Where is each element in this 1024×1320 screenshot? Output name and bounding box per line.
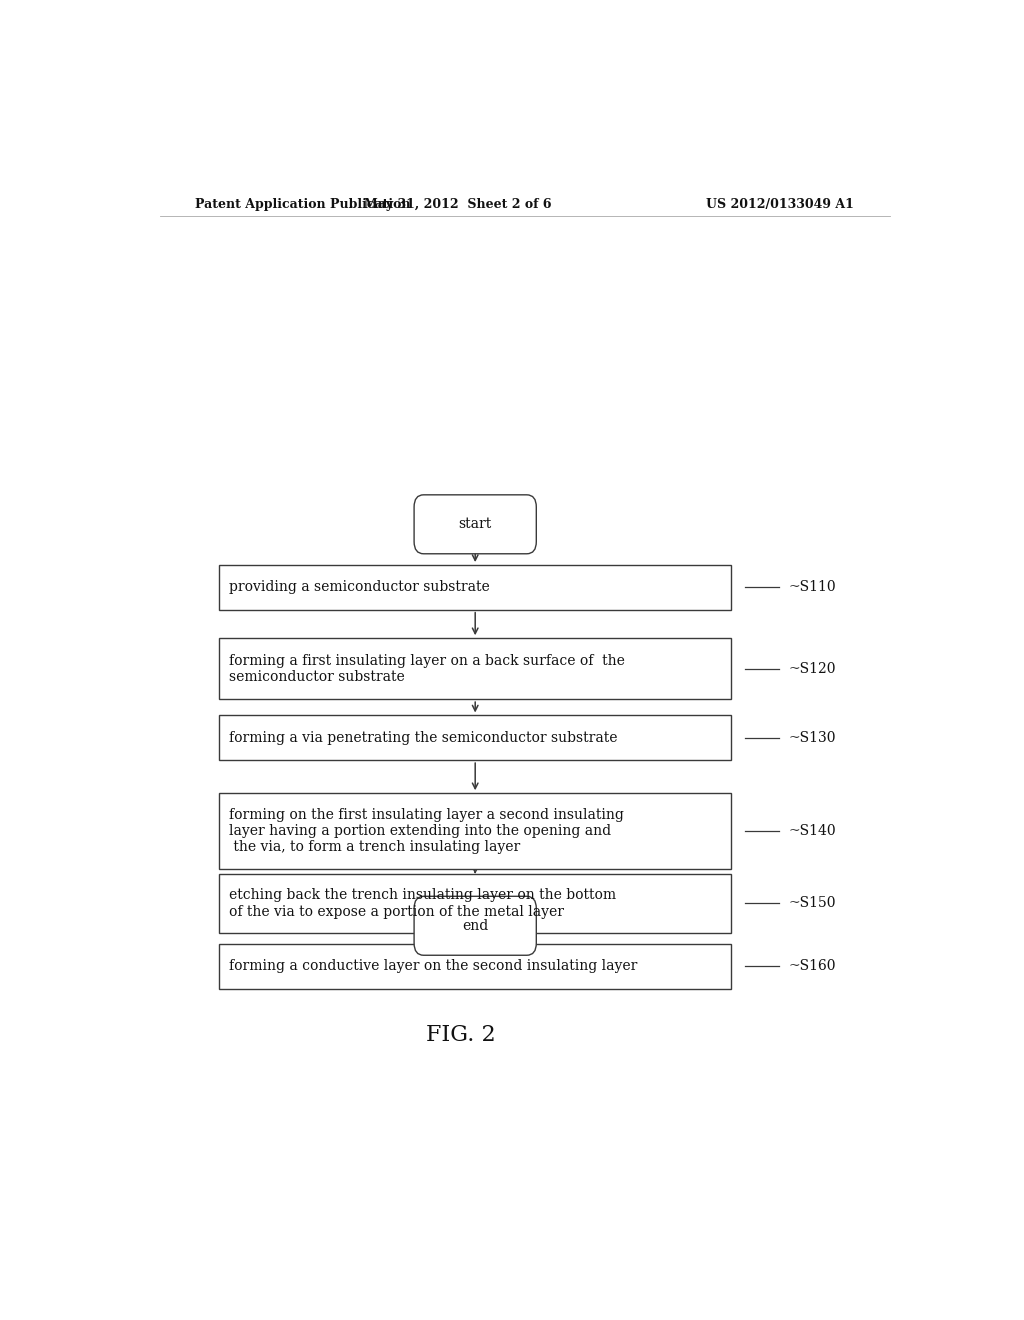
FancyBboxPatch shape — [219, 715, 731, 760]
Text: ~S150: ~S150 — [788, 896, 836, 911]
FancyBboxPatch shape — [219, 944, 731, 989]
Text: end: end — [462, 919, 488, 933]
FancyBboxPatch shape — [414, 896, 537, 956]
Text: ~S120: ~S120 — [788, 661, 836, 676]
Text: ~S140: ~S140 — [788, 824, 836, 838]
Text: US 2012/0133049 A1: US 2012/0133049 A1 — [707, 198, 854, 211]
FancyBboxPatch shape — [219, 638, 731, 700]
FancyBboxPatch shape — [414, 495, 537, 554]
Text: forming a conductive layer on the second insulating layer: forming a conductive layer on the second… — [228, 960, 637, 973]
Text: start: start — [459, 517, 492, 532]
FancyBboxPatch shape — [219, 565, 731, 610]
FancyBboxPatch shape — [219, 793, 731, 870]
Text: forming a first insulating layer on a back surface of  the
semiconductor substra: forming a first insulating layer on a ba… — [228, 653, 625, 684]
FancyBboxPatch shape — [219, 874, 731, 933]
Text: Patent Application Publication: Patent Application Publication — [196, 198, 411, 211]
Text: etching back the trench insulating layer on the bottom
of the via to expose a po: etching back the trench insulating layer… — [228, 888, 615, 919]
Text: providing a semiconductor substrate: providing a semiconductor substrate — [228, 581, 489, 594]
Text: forming on the first insulating layer a second insulating
layer having a portion: forming on the first insulating layer a … — [228, 808, 624, 854]
Text: ~S160: ~S160 — [788, 960, 836, 973]
Text: May 31, 2012  Sheet 2 of 6: May 31, 2012 Sheet 2 of 6 — [364, 198, 551, 211]
Text: ~S130: ~S130 — [788, 731, 836, 744]
Text: forming a via penetrating the semiconductor substrate: forming a via penetrating the semiconduc… — [228, 731, 617, 744]
Text: FIG. 2: FIG. 2 — [427, 1023, 496, 1045]
Text: ~S110: ~S110 — [788, 581, 836, 594]
